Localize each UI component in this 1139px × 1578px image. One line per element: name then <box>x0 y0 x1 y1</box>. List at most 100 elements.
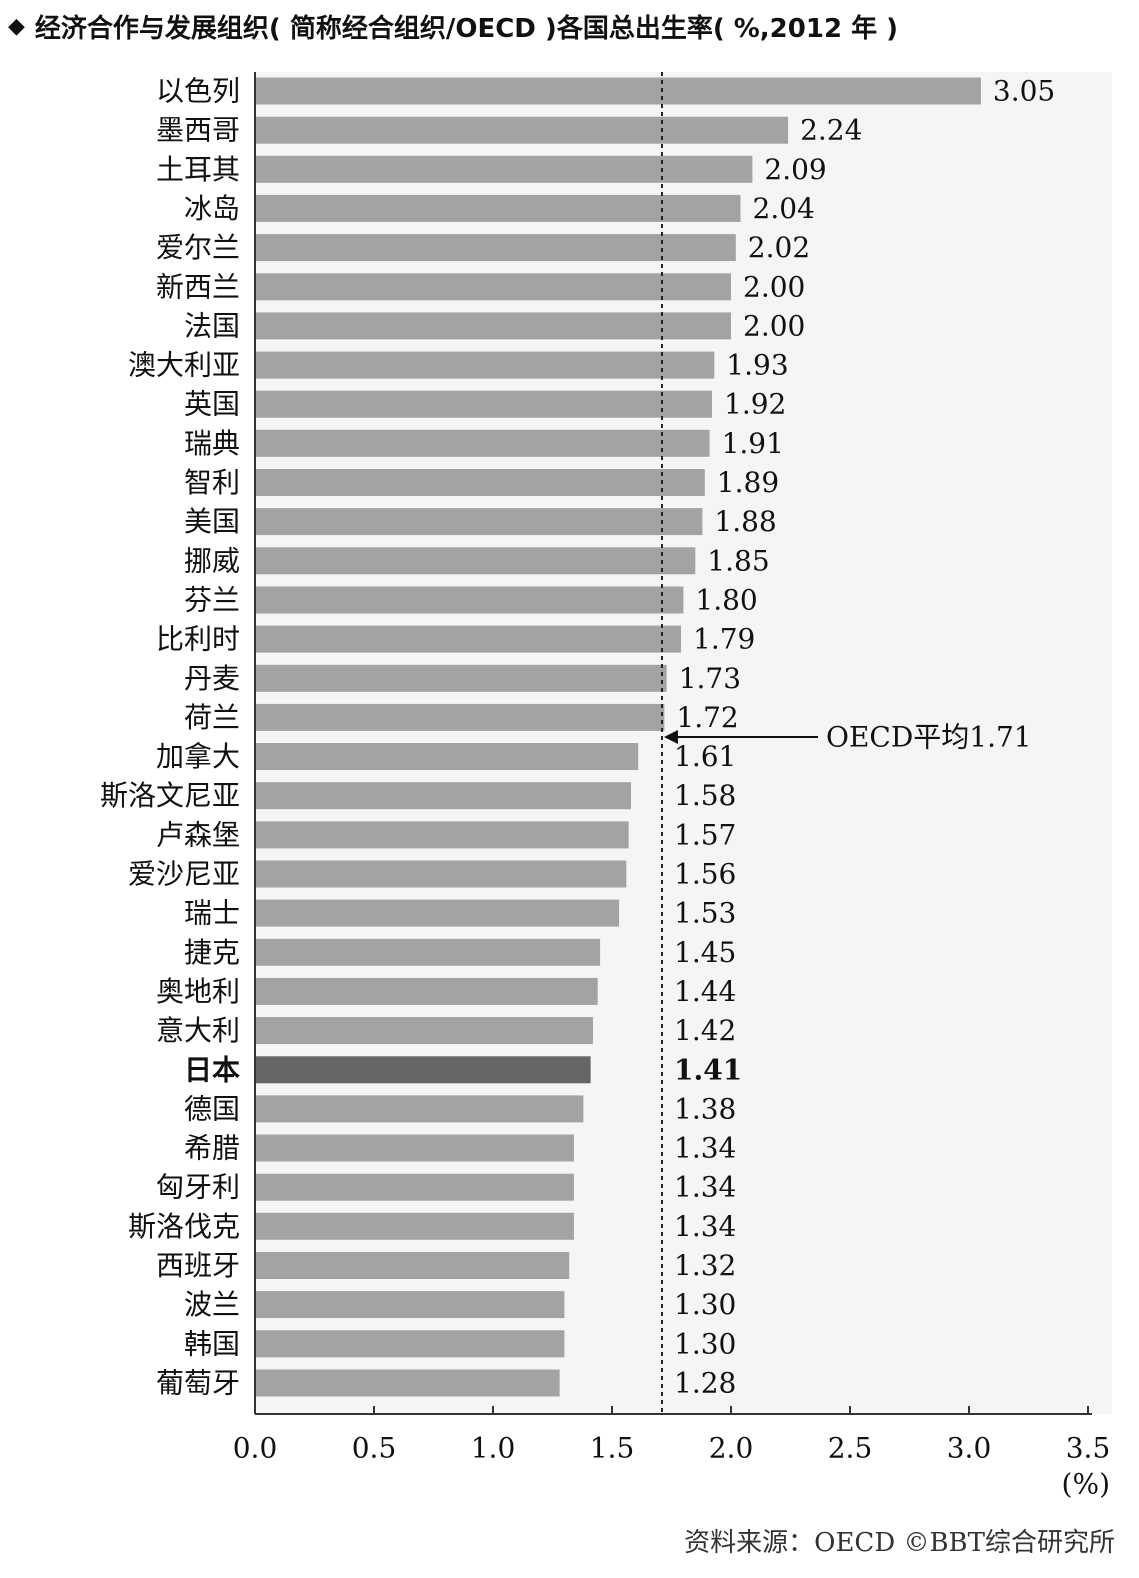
category-label: 挪威 <box>184 544 240 577</box>
value-label: 1.30 <box>674 1288 736 1321</box>
arrow-head-icon <box>663 729 678 744</box>
bar <box>255 860 627 888</box>
category-label: 斯洛伐克 <box>128 1210 240 1243</box>
value-label: 1.34 <box>674 1171 736 1204</box>
category-label: 匈牙利 <box>156 1171 240 1204</box>
value-label: 1.92 <box>724 388 786 421</box>
value-label: 1.88 <box>714 505 776 538</box>
bar <box>255 1252 570 1279</box>
x-tick-label: 0.0 <box>233 1432 278 1465</box>
category-label: 以色列 <box>156 75 240 108</box>
value-label: 1.93 <box>726 349 788 382</box>
x-tick-label: 0.5 <box>352 1432 397 1465</box>
value-label: 2.24 <box>800 114 862 147</box>
value-label: 1.38 <box>674 1092 736 1125</box>
x-tick-label: 1.5 <box>590 1432 635 1465</box>
category-label: 比利时 <box>156 623 240 656</box>
bar <box>255 1017 593 1045</box>
category-label: 瑞典 <box>184 427 240 460</box>
value-label: 1.91 <box>722 427 784 460</box>
bar <box>255 782 631 810</box>
value-label: 1.32 <box>674 1249 736 1282</box>
bar <box>255 273 731 301</box>
category-label: 芬兰 <box>184 583 240 616</box>
bar <box>255 351 715 379</box>
value-label: 1.80 <box>695 583 757 616</box>
category-label: 德国 <box>184 1092 240 1125</box>
value-label: 1.85 <box>707 544 769 577</box>
bar <box>255 821 629 849</box>
category-label: 爱沙尼亚 <box>128 858 240 891</box>
bar <box>255 390 712 418</box>
bar <box>255 1134 574 1162</box>
bar <box>255 234 736 262</box>
value-label: 2.04 <box>753 192 815 225</box>
bar <box>255 977 598 1005</box>
bar <box>255 1330 565 1358</box>
value-label: 1.45 <box>674 936 736 969</box>
bar <box>255 312 731 340</box>
category-label: 瑞士 <box>184 897 240 930</box>
bar <box>255 703 665 731</box>
category-label: 加拿大 <box>156 740 240 773</box>
category-label: 荷兰 <box>184 701 240 734</box>
value-label: 1.73 <box>679 662 741 695</box>
bar <box>255 625 681 653</box>
value-label: 1.58 <box>674 779 736 812</box>
bar <box>255 1291 565 1319</box>
chart-title: 经济合作与发展组织( 简称经合组织/OECD )各国总出生率( %,2012 年… <box>34 13 899 44</box>
source-note: 资料来源：OECD ©BBT综合研究所 <box>684 1528 1115 1558</box>
category-label: 墨西哥 <box>156 114 240 147</box>
bar <box>255 743 639 770</box>
value-label: 1.89 <box>717 466 779 499</box>
bar <box>255 155 753 183</box>
value-label: 2.00 <box>743 270 805 303</box>
bar <box>255 664 667 692</box>
category-label: 波兰 <box>184 1288 240 1321</box>
category-label: 英国 <box>184 388 240 421</box>
value-label: 2.09 <box>764 153 826 186</box>
bar <box>255 429 710 457</box>
bar <box>255 938 601 966</box>
bar <box>255 116 789 144</box>
diamond-bullet-icon: ◆ <box>8 13 25 39</box>
bar <box>255 77 981 105</box>
value-label: 1.53 <box>674 897 736 930</box>
x-tick-label: 3.0 <box>947 1432 992 1465</box>
category-label: 斯洛文尼亚 <box>100 779 240 812</box>
bar <box>255 547 696 575</box>
x-tick-label: 2.5 <box>828 1432 873 1465</box>
category-label: 美国 <box>184 505 240 538</box>
bar <box>255 1212 574 1240</box>
x-tick-label: 3.5 <box>1066 1432 1111 1465</box>
bar <box>255 899 620 927</box>
bar-highlight <box>255 1056 591 1084</box>
category-label: 奥地利 <box>156 975 240 1008</box>
category-label: 土耳其 <box>156 153 240 186</box>
category-label: 澳大利亚 <box>128 349 240 382</box>
bar <box>255 469 705 496</box>
category-label: 葡萄牙 <box>156 1366 240 1399</box>
value-label: 1.30 <box>674 1327 736 1360</box>
value-label: 1.34 <box>674 1132 736 1165</box>
value-label: 1.28 <box>674 1366 736 1399</box>
category-label: 冰岛 <box>184 192 240 225</box>
unit-label: (%) <box>1062 1468 1110 1501</box>
category-label: 卢森堡 <box>156 818 240 851</box>
bar <box>255 1173 574 1201</box>
category-label: 丹麦 <box>184 662 240 695</box>
value-label: 1.72 <box>676 701 738 734</box>
category-label: 意大利 <box>156 1014 240 1047</box>
category-label: 韩国 <box>184 1327 240 1360</box>
chart-title-row: ◆ 经济合作与发展组织( 简称经合组织/OECD )各国总出生率( %,2012… <box>8 4 898 48</box>
category-label: 日本 <box>184 1053 240 1086</box>
value-label: 2.00 <box>743 309 805 342</box>
value-label: 1.41 <box>674 1053 742 1086</box>
bar <box>255 586 684 614</box>
category-label: 捷克 <box>184 936 240 969</box>
value-label: 1.79 <box>693 623 755 656</box>
bar <box>255 508 703 536</box>
oecd-average-label: OECD平均1.71 <box>826 720 1032 753</box>
value-label: 1.56 <box>674 858 736 891</box>
